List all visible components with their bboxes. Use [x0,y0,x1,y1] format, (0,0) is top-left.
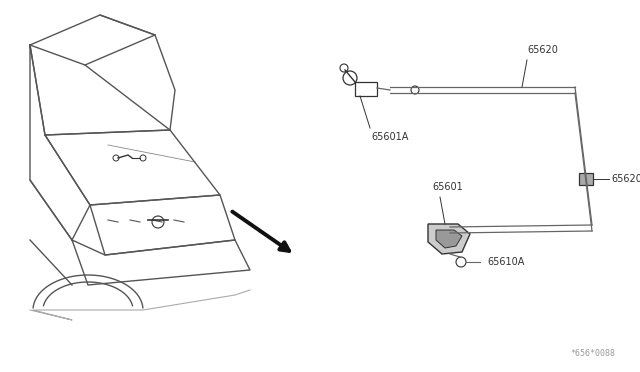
Text: 65620: 65620 [527,45,558,55]
Circle shape [113,155,119,161]
Text: 65620B: 65620B [611,174,640,184]
Circle shape [140,155,146,161]
Text: 65601A: 65601A [371,132,408,142]
Bar [355,82,377,96]
Circle shape [456,257,466,267]
Circle shape [340,64,348,72]
Circle shape [152,216,164,228]
Polygon shape [428,224,470,254]
FancyArrowPatch shape [232,212,289,251]
Circle shape [343,71,357,85]
Text: 65601: 65601 [432,182,463,192]
Text: 65610A: 65610A [487,257,524,267]
Bar [579,173,593,185]
Polygon shape [436,230,462,248]
Circle shape [411,86,419,94]
Text: *656*0088: *656*0088 [570,349,615,358]
